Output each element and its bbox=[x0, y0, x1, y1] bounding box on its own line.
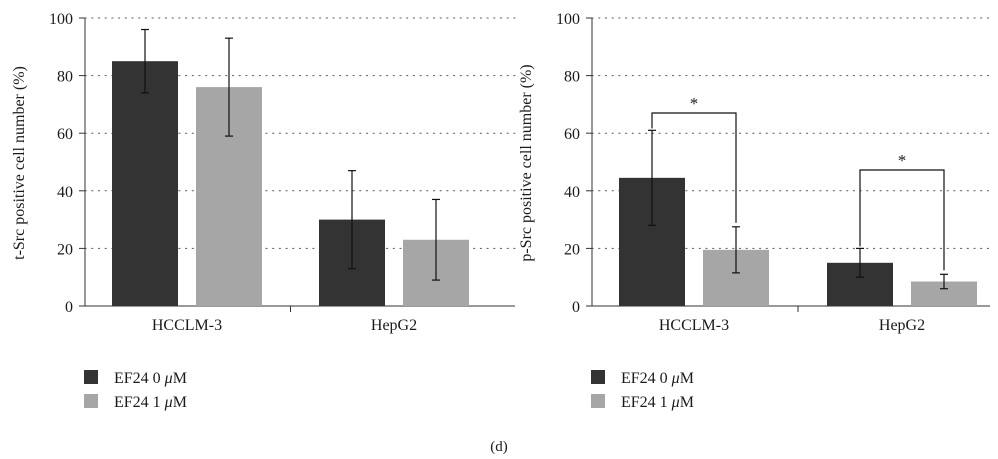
y-tick-label: 80 bbox=[57, 69, 73, 86]
y-tick-label: 60 bbox=[57, 126, 73, 143]
y-tick-label: 20 bbox=[57, 241, 73, 258]
legend-label: EF24 0 μM bbox=[114, 370, 187, 387]
y-tick-label: 40 bbox=[57, 184, 73, 201]
legend-label: EF24 0 μM bbox=[621, 370, 694, 387]
legend-label: EF24 1 μM bbox=[114, 394, 187, 411]
y-axis-title: p-Src positive cell number (%) bbox=[518, 64, 535, 261]
legend-swatch bbox=[591, 394, 605, 408]
y-tick-label: 20 bbox=[564, 241, 580, 258]
significance-marker: * bbox=[690, 94, 699, 113]
y-tick-label: 0 bbox=[65, 299, 73, 316]
y-tick-label: 40 bbox=[564, 184, 580, 201]
y-tick-label: 80 bbox=[564, 69, 580, 86]
x-category-label: HepG2 bbox=[371, 317, 417, 334]
t-src-chart: t-Src positive cell number (%) 0 20 40 60 80… bbox=[11, 11, 516, 411]
y-axis-title: t-Src positive cell number (%) bbox=[11, 66, 28, 260]
significance-marker: * bbox=[898, 151, 907, 170]
significance-bracket bbox=[859, 169, 945, 271]
y-tick-label: 60 bbox=[564, 126, 580, 143]
x-category-label: HCCLM-3 bbox=[152, 317, 222, 334]
y-tick-label: 0 bbox=[572, 299, 580, 316]
x-category-label: HepG2 bbox=[879, 317, 925, 334]
legend-swatch bbox=[84, 394, 98, 408]
y-tick-label: 100 bbox=[49, 11, 73, 28]
legend-swatch bbox=[591, 370, 605, 384]
significance-bracket bbox=[651, 112, 737, 223]
figure-panel-label: (d) bbox=[490, 439, 508, 455]
legend-swatch bbox=[84, 370, 98, 384]
y-tick-label: 100 bbox=[556, 11, 580, 28]
p-src-chart: p-Src positive cell number (%) 0 20 40 60 80… bbox=[518, 11, 991, 411]
bar bbox=[112, 61, 178, 307]
x-category-label: HCCLM-3 bbox=[659, 317, 729, 334]
legend-label: EF24 1 μM bbox=[621, 394, 694, 411]
